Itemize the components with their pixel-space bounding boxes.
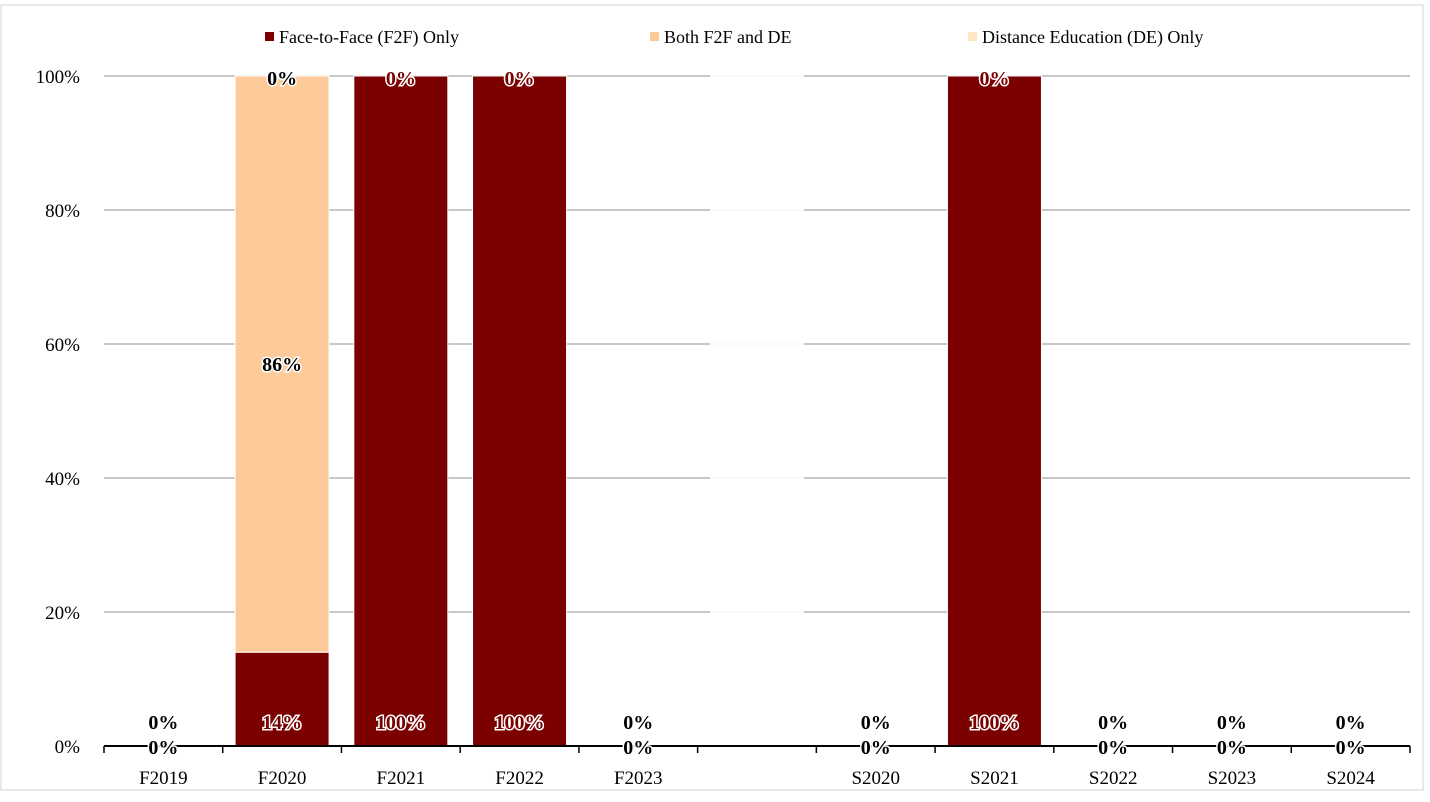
legend-swatch [650,32,659,41]
x-tick-label: S2022 [1089,768,1138,789]
data-label: 0% [1098,737,1128,759]
data-labels: 0% 0% 14% 86% 0% 100% 0% 100% 0% 0% 0% 0% 0% 100% 0% 0%… [147,67,1367,761]
data-label: 0% [861,712,891,734]
data-label: 0% [1336,712,1366,734]
x-tick-label: F2021 [377,768,426,789]
bar-segment [472,75,568,747]
data-label: 0% [267,68,297,90]
bar-segment [353,75,449,747]
data-label: 0% [386,68,416,90]
legend-label: Both F2F and DE [664,27,792,47]
data-label: 0% [148,712,178,734]
y-tick-label: 80% [45,201,80,222]
data-label: 0% [1098,712,1128,734]
legend-label: Face-to-Face (F2F) Only [279,27,459,48]
data-label: 0% [505,68,535,90]
y-tick-label: 40% [45,469,80,490]
data-label: 100% [495,712,545,734]
legend-label: Distance Education (DE) Only [982,27,1203,48]
data-label: 100% [376,712,426,734]
x-tick-label: S2023 [1208,768,1257,789]
legend-swatch [968,32,977,41]
x-tick-label: F2019 [139,768,188,789]
chart-border [0,4,1424,791]
data-label: 86% [262,354,302,376]
x-tick-label: S2024 [1326,768,1375,789]
data-label: 0% [1217,737,1247,759]
bars [234,75,1042,747]
y-tick-label: 60% [45,335,80,356]
x-tick-label: F2022 [495,768,544,789]
x-tick-label: F2020 [258,768,307,789]
spacer-column [710,74,804,742]
data-label: 14% [262,712,302,734]
data-label: 0% [861,737,891,759]
data-label: 0% [1217,712,1247,734]
y-tick-label: 0% [55,737,81,758]
bar-segment [234,75,330,653]
legend: Face-to-Face (F2F) Only Both F2F and DE Di… [265,27,1203,48]
data-label: 0% [979,68,1009,90]
data-label: 0% [148,737,178,759]
bar-segment [946,75,1042,747]
y-tick-label: 100% [36,67,81,88]
x-tick-label: F2023 [614,768,663,789]
x-tick-label: S2020 [851,768,900,789]
legend-swatch [265,32,274,41]
data-label: 100% [969,712,1019,734]
data-label: 0% [623,712,653,734]
y-tick-label: 20% [45,603,80,624]
data-label: 0% [1336,737,1366,759]
x-tick-label: S2021 [970,768,1019,789]
data-label: 0% [623,737,653,759]
axes: 0% 20% 40% 60% 80% 100% F2019 F2020 F2021 F2022 F2… [36,67,1411,789]
